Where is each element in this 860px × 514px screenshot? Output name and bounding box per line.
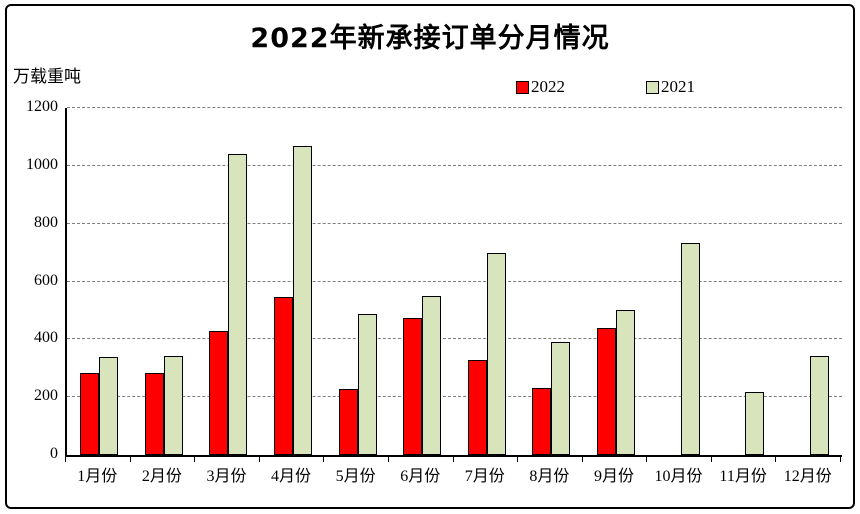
gridline-200 bbox=[67, 396, 842, 398]
bar-2021-11月份 bbox=[745, 391, 765, 455]
x-axis-tick-9 bbox=[646, 457, 648, 462]
x-tick-label-7月份: 7月份 bbox=[464, 468, 505, 485]
x-tick-label-12月份: 12月份 bbox=[783, 468, 832, 485]
bar-2022-1月份 bbox=[80, 373, 100, 455]
legend-swatch-2021 bbox=[646, 80, 659, 94]
bar-2021-4月份 bbox=[293, 146, 313, 455]
x-axis-tick-0 bbox=[65, 457, 66, 462]
gridline-1000 bbox=[67, 164, 842, 166]
chart-title: 2022年新承接订单分月情况 bbox=[250, 23, 610, 54]
y-tick-label-0: 0 bbox=[50, 445, 58, 462]
bar-2021-1月份 bbox=[99, 357, 119, 455]
bar-2022-2月份 bbox=[144, 373, 164, 455]
x-axis-tick-3 bbox=[258, 457, 260, 462]
x-tick-label-2月份: 2月份 bbox=[141, 468, 182, 485]
x-axis-tick-8 bbox=[581, 457, 583, 462]
x-axis-tick-10 bbox=[710, 457, 712, 462]
x-tick-label-6月份: 6月份 bbox=[400, 468, 441, 485]
x-axis-tick-2 bbox=[194, 457, 196, 462]
bar-2021-9月份 bbox=[615, 309, 635, 455]
bar-2021-3月份 bbox=[228, 154, 248, 455]
x-tick-label-5月份: 5月份 bbox=[335, 468, 376, 485]
x-tick-label-3月份: 3月份 bbox=[206, 468, 247, 485]
x-axis-tick-11 bbox=[775, 457, 777, 462]
bar-2022-6月份 bbox=[403, 317, 423, 455]
x-tick-label-1月份: 1月份 bbox=[77, 468, 118, 485]
x-tick-label-10月份: 10月份 bbox=[654, 468, 703, 485]
x-axis-tick-7 bbox=[517, 457, 519, 462]
y-tick-label-200: 200 bbox=[34, 387, 58, 405]
x-tick-label-4月份: 4月份 bbox=[271, 468, 312, 485]
bar-2021-8月份 bbox=[551, 342, 571, 455]
gridline-1200 bbox=[67, 107, 842, 108]
x-axis-tick-5 bbox=[387, 457, 389, 462]
legend: 2022 2021 bbox=[0, 77, 860, 98]
bar-2021-10月份 bbox=[680, 243, 700, 455]
plot-area bbox=[65, 107, 842, 457]
bar-2022-8月份 bbox=[532, 387, 552, 455]
y-tick-label-1200: 1200 bbox=[26, 98, 58, 115]
x-axis-tick-1 bbox=[129, 457, 131, 462]
bar-2022-7月份 bbox=[467, 360, 487, 455]
bar-2021-2月份 bbox=[163, 355, 183, 455]
x-tick-label-9月份: 9月份 bbox=[593, 468, 634, 485]
y-tick-label-400: 400 bbox=[34, 329, 58, 347]
x-axis-tick-6 bbox=[452, 457, 454, 462]
bar-2022-5月份 bbox=[338, 388, 358, 455]
bar-2021-7月份 bbox=[486, 252, 506, 455]
x-tick-label-8月份: 8月份 bbox=[529, 468, 570, 485]
gridline-400 bbox=[67, 338, 842, 340]
bar-2022-3月份 bbox=[209, 331, 229, 455]
y-tick-label-1000: 1000 bbox=[26, 155, 58, 173]
legend-label-2022: 2022 bbox=[531, 77, 565, 96]
legend-item-2021: 2021 bbox=[646, 77, 695, 96]
legend-item-2022: 2022 bbox=[516, 77, 565, 96]
y-axis-unit-label: 万载重吨 bbox=[13, 67, 81, 87]
bar-2022-9月份 bbox=[596, 327, 616, 455]
x-axis-tick-4 bbox=[323, 457, 325, 462]
x-axis-tick-12 bbox=[840, 457, 841, 462]
bar-2021-5月份 bbox=[357, 313, 377, 455]
x-tick-label-11月份: 11月份 bbox=[719, 468, 767, 485]
bar-2021-6月份 bbox=[422, 295, 442, 455]
bar-2022-4月份 bbox=[274, 296, 294, 455]
legend-swatch-2022 bbox=[516, 80, 529, 94]
y-tick-label-800: 800 bbox=[34, 213, 58, 231]
y-tick-label-600: 600 bbox=[34, 271, 58, 289]
gridline-600 bbox=[67, 280, 842, 282]
bar-2021-12月份 bbox=[809, 356, 829, 455]
legend-label-2021: 2021 bbox=[661, 77, 695, 96]
gridline-800 bbox=[67, 222, 842, 224]
